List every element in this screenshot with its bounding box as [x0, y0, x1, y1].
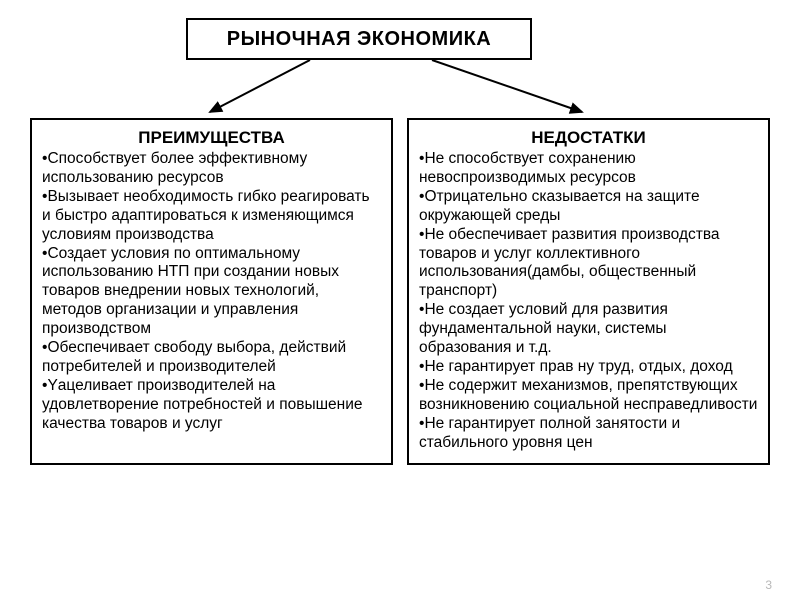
list-item: •Не гарантирует полной занятости и стаби… [419, 415, 758, 453]
arrows-svg [0, 60, 800, 120]
item-text: Не обеспечивает развития производства то… [419, 226, 720, 300]
item-text: Не создает условий для развития фундамен… [419, 301, 668, 356]
page-number: 3 [765, 578, 772, 592]
title-box: РЫНОЧНАЯ ЭКОНОМИКА [186, 18, 532, 60]
item-text: Не содержит механизмов, препятствующих в… [419, 377, 757, 413]
item-text: Отрицательно сказывается на защите окруж… [419, 188, 700, 224]
list-item: •Отрицательно сказывается на защите окру… [419, 188, 758, 226]
disadvantages-heading: НЕДОСТАТКИ [419, 128, 758, 148]
list-item: •Не гарантирует прав ну труд, отдых, дох… [419, 358, 758, 377]
disadvantages-list: •Не способствует сохранению невоспроизво… [419, 150, 758, 453]
item-text: Не способствует сохранению невоспроизвод… [419, 150, 636, 186]
item-text: Не гарантирует полной занятости и стабил… [419, 415, 680, 451]
list-item: •Yацеливает производителей на удовлетвор… [42, 377, 381, 434]
list-item: •Обеспечивает свободу выбора, действий п… [42, 339, 381, 377]
item-text: Вызывает необходимость гибко реагировать… [42, 188, 370, 243]
list-item: •Не создает условий для развития фундаме… [419, 301, 758, 358]
advantages-heading: ПРЕИМУЩЕСТВА [42, 128, 381, 148]
list-item: •Вызывает необходимость гибко реагироват… [42, 188, 381, 245]
item-text: Обеспечивает свободу выбора, действий по… [42, 339, 346, 375]
item-text: Не гарантирует прав ну труд, отдых, дохо… [424, 358, 732, 375]
advantages-box: ПРЕИМУЩЕСТВА •Способствует более эффекти… [30, 118, 393, 465]
list-item: •Не содержит механизмов, препятствующих … [419, 377, 758, 415]
columns-wrap: ПРЕИМУЩЕСТВА •Способствует более эффекти… [30, 118, 770, 465]
item-text: Создает условия по оптимальному использо… [42, 245, 339, 338]
page-title: РЫНОЧНАЯ ЭКОНОМИКА [227, 28, 491, 51]
advantages-list: •Способствует более эффективному использ… [42, 150, 381, 434]
list-item: •Способствует более эффективному использ… [42, 150, 381, 188]
item-text: Yацеливает производителей на удовлетворе… [42, 377, 363, 432]
list-item: •Не обеспечивает развития производства т… [419, 226, 758, 302]
item-text: Способствует более эффективному использо… [42, 150, 307, 186]
list-item: •Не способствует сохранению невоспроизво… [419, 150, 758, 188]
disadvantages-box: НЕДОСТАТКИ •Не способствует сохранению н… [407, 118, 770, 465]
list-item: •Создает условия по оптимальному использ… [42, 245, 381, 340]
